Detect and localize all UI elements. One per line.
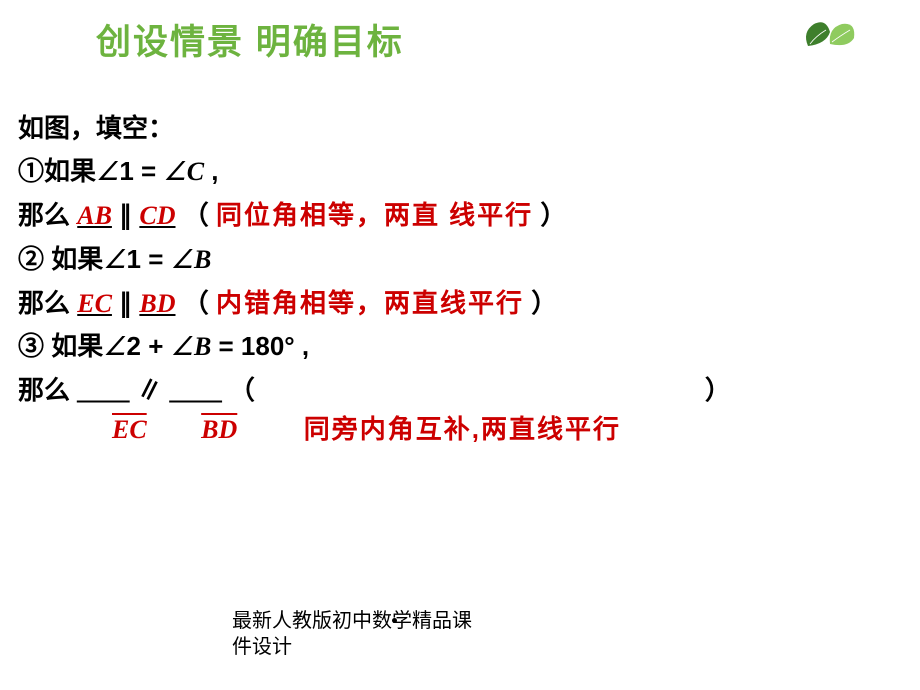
prompt-line: 如图，填空：	[18, 107, 920, 150]
answer-BD: BD	[201, 415, 237, 444]
reason-3: 同旁内角互补,两直线平行	[304, 414, 621, 444]
reason-2: 内错角相等，两直线平行	[216, 288, 524, 318]
angle-symbol: ∠	[103, 245, 126, 274]
item3-conclusion: 那么 ＿＿ ∥ ＿＿ （ ）	[18, 369, 920, 412]
text: 1 =	[119, 156, 163, 186]
text: 那么	[18, 200, 77, 230]
paren-open: （	[176, 288, 216, 318]
title-section: 创设情景 明确目标	[0, 0, 920, 65]
paren-close: ）	[705, 375, 731, 405]
item2-conclusion: 那么 EC ∥ BD （ 内错角相等，两直线平行 ）	[18, 282, 920, 326]
page-title: 创设情景 明确目标	[96, 23, 404, 62]
paren-close: ）	[533, 200, 566, 230]
var-B: B	[194, 332, 211, 361]
text: ①如果	[18, 156, 96, 186]
angle-symbol: ∠	[163, 157, 186, 186]
text: = 180° ,	[211, 331, 309, 361]
text: 2 +	[127, 331, 171, 361]
footer-line2: 件设计	[232, 634, 472, 660]
answer-EC: EC	[77, 289, 112, 318]
answer-CD: CD	[139, 201, 175, 230]
paren-open: （	[176, 200, 216, 230]
item3-condition: ③ 如果∠2 + ∠B = 180° ,	[18, 325, 920, 369]
reason-1: 同位角相等，两直 线平行	[216, 200, 533, 230]
answer-BD: BD	[139, 289, 175, 318]
content-block: 如图，填空： ①如果∠1 = ∠C , 那么 AB ∥ CD （ 同位角相等，两…	[0, 65, 920, 452]
answer-AB: AB	[77, 201, 112, 230]
item3-answers: EC BD 同旁内角互补,两直线平行	[18, 408, 920, 452]
leaf-icon	[800, 18, 860, 59]
item2-condition: ② 如果∠1 = ∠B	[18, 238, 920, 282]
footer-text: 最新人教版初中数学精品课 件设计	[232, 608, 472, 660]
answer-EC: EC	[112, 415, 147, 444]
parallel-symbol: ∥	[112, 200, 139, 230]
text: ③ 如果	[18, 331, 103, 361]
angle-symbol: ∠	[103, 332, 126, 361]
angle-symbol: ∠	[171, 245, 194, 274]
footer-line1: 最新人教版初中数学精品课	[232, 608, 472, 634]
item1-conclusion: 那么 AB ∥ CD （ 同位角相等，两直 线平行 ）	[18, 194, 920, 238]
var-B: B	[194, 245, 211, 274]
angle-symbol: ∠	[171, 332, 194, 361]
text: 1 =	[127, 244, 171, 274]
text: ,	[204, 156, 218, 186]
var-C: C	[187, 157, 204, 186]
paren-close: ）	[524, 288, 557, 318]
parallel-symbol: ∥	[112, 288, 139, 318]
text: 那么	[18, 288, 77, 318]
item1-condition: ①如果∠1 = ∠C ,	[18, 150, 920, 194]
angle-symbol: ∠	[96, 157, 119, 186]
text: ② 如果	[18, 244, 103, 274]
text: 那么 ＿＿ ∥ ＿＿ （	[18, 375, 255, 405]
